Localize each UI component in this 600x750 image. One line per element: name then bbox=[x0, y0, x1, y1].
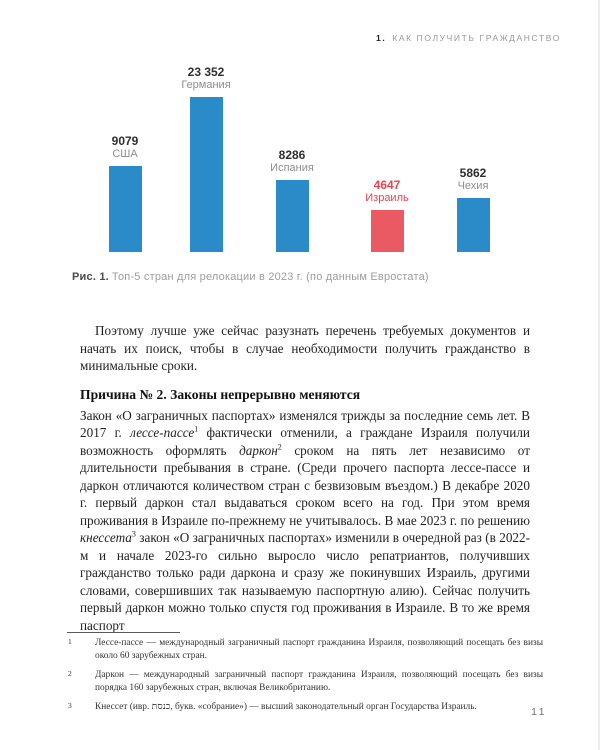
bar-country-label: США bbox=[112, 148, 138, 160]
bar bbox=[275, 180, 309, 252]
bar bbox=[456, 198, 490, 252]
bar-value-label: 4647 bbox=[373, 178, 401, 192]
bar-country-label: Израиль bbox=[365, 192, 409, 204]
bar-country-label: Чехия bbox=[457, 180, 489, 192]
footnote-text: Кнессет (ивр. כנסת, букв. «собрание») — … bbox=[95, 702, 477, 712]
footnote-text: Даркон — международный заграничный паспо… bbox=[95, 670, 543, 693]
figure-caption-text: Топ-5 стран для релокации в 2023 г. (по … bbox=[111, 271, 429, 283]
running-head: 1. КАК ПОЛУЧИТЬ ГРАЖДАНСТВО bbox=[376, 33, 561, 43]
bar bbox=[370, 210, 404, 252]
footnote-1: 1 Лессе-пассе — международный заграничны… bbox=[67, 637, 543, 663]
footnote-separator bbox=[67, 632, 180, 633]
bar-value-label: 8286 bbox=[278, 148, 306, 162]
footnotes: 1 Лессе-пассе — международный заграничны… bbox=[67, 637, 543, 720]
footnote-text: Лессе-пассе — международный заграничный … bbox=[95, 638, 543, 661]
chapter-title: КАК ПОЛУЧИТЬ ГРАЖДАНСТВО bbox=[392, 33, 561, 43]
bar-country-label: Германия bbox=[181, 79, 231, 91]
paragraph-2: Закон «О заграничных паспортах» изменялс… bbox=[80, 407, 530, 633]
footnote-marker: 3 bbox=[68, 701, 72, 710]
footnote-marker: 2 bbox=[68, 669, 72, 678]
bar-group-Израиль: 4647 Израиль bbox=[342, 179, 432, 252]
footnote-3: 3 Кнессет (ивр. כנסת, букв. «собрание») … bbox=[67, 701, 543, 714]
figure-caption: Рис. 1. Топ-5 стран для релокации в 2023 … bbox=[72, 271, 429, 283]
section-heading: Причина № 2. Законы непрерывно меняются bbox=[80, 386, 361, 402]
bar-group-США: 9079 США bbox=[80, 135, 170, 252]
body-text: Поэтому лучше уже сейчас разузнать переч… bbox=[80, 322, 530, 634]
bar-value-label: 5862 bbox=[459, 166, 487, 180]
bar-country-label: Испания bbox=[270, 162, 314, 174]
page-number: 11 bbox=[531, 706, 547, 718]
bar-group-Чехия: 5862 Чехия bbox=[428, 167, 518, 252]
bar-group-Испания: 8286 Испания bbox=[247, 149, 337, 252]
figure-caption-label: Рис. 1. bbox=[72, 271, 109, 283]
footnote-2: 2 Даркон — международный заграничный пас… bbox=[67, 669, 543, 695]
bar-value-label: 9079 bbox=[111, 134, 139, 148]
bar-value-label: 23 352 bbox=[187, 65, 225, 79]
page-edge bbox=[598, 0, 600, 750]
chapter-number: 1. bbox=[376, 33, 387, 43]
bar-group-Германия: 23 352 Германия bbox=[161, 66, 251, 252]
bar bbox=[189, 97, 223, 252]
bar bbox=[108, 166, 142, 252]
paragraph-1: Поэтому лучше уже сейчас разузнать переч… bbox=[80, 323, 530, 373]
bar-chart: 9079 США 23 352 Германия 8286 Испания 4647 Изра… bbox=[0, 60, 600, 252]
footnote-marker: 1 bbox=[68, 637, 72, 646]
